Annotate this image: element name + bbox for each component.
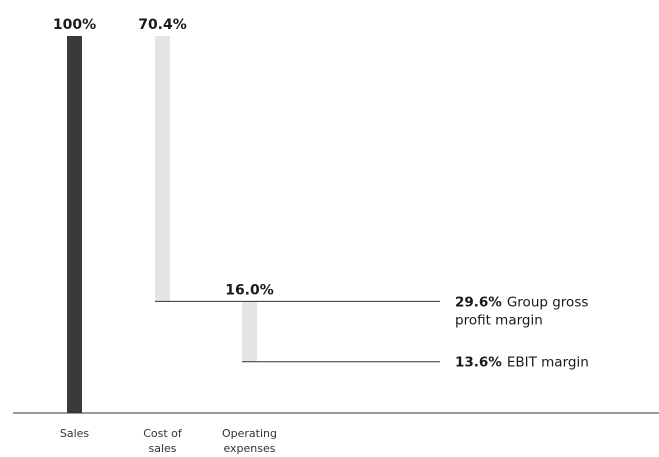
annotation-value: 29.6%	[455, 294, 502, 310]
category-label-line: Operating	[222, 427, 277, 440]
annotation-text: Group gross	[507, 294, 589, 310]
annotation-text-line: profit margin	[455, 312, 543, 328]
category-label-2: Cost of sales	[143, 427, 183, 455]
value-labels-layer: 100% 70.4% 16.0%	[53, 17, 274, 298]
connectors-layer	[155, 300, 440, 363]
category-label-1: Sales	[60, 427, 90, 440]
bar-2	[155, 36, 170, 302]
annotation-text: EBIT margin	[507, 355, 589, 371]
category-label-line: sales	[148, 442, 176, 455]
category-label-3: Operating expenses	[222, 427, 277, 455]
category-label-line: Cost of	[143, 427, 183, 440]
bar-1	[67, 36, 82, 413]
annotations-layer: 29.6% Group gross profit margin 13.6% EBIT m…	[455, 294, 589, 370]
bars-layer	[67, 36, 257, 413]
annotation-2: 13.6% EBIT margin	[455, 355, 589, 371]
annotation-1: 29.6% Group gross	[455, 294, 588, 310]
value-label-2: 70.4%	[138, 17, 187, 33]
category-label-line: Sales	[60, 427, 90, 440]
annotation-value: 13.6%	[455, 355, 502, 371]
bar-3	[242, 301, 257, 362]
value-label-1: 100%	[53, 17, 96, 33]
category-labels-layer: Sales Cost of sales Operating expenses	[60, 427, 277, 455]
value-label-3: 16.0%	[225, 282, 274, 298]
category-label-line: expenses	[223, 442, 275, 455]
